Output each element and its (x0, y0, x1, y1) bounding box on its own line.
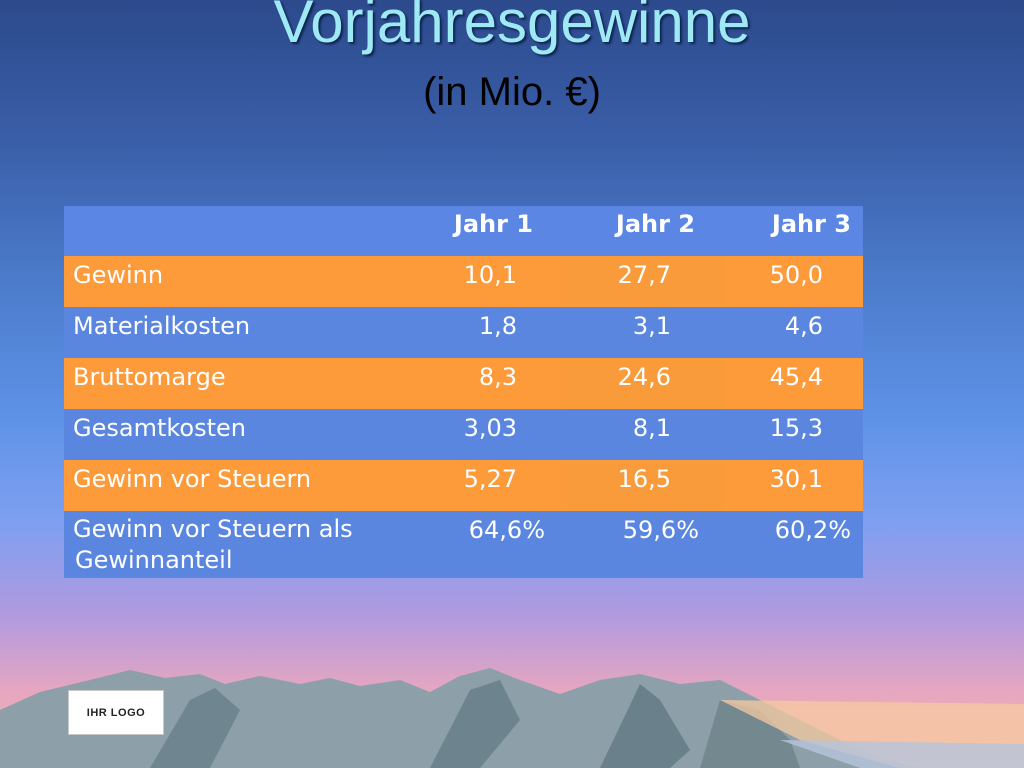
cell-value: 60,2% (774, 516, 851, 544)
cell-value: 15,3 (769, 414, 823, 442)
row-label: Materialkosten (73, 312, 251, 340)
company-logo-placeholder: IHR LOGO (68, 690, 164, 735)
cell-value: 59,6% (561, 511, 725, 578)
cell-value: 64,6% (468, 516, 545, 544)
cell-value: 3,1 (561, 307, 725, 358)
table-row: Gewinn vor Steuern 5,27 16,5 30,1 (64, 460, 863, 511)
row-label: Gewinn vor Steuern (73, 465, 312, 493)
table-row: Gewinn 10,1 27,7 50,0 (64, 256, 863, 307)
cell-value: 8,3 (478, 363, 517, 391)
cell-value: 5,27 (463, 465, 517, 493)
cell-value: 16,5 (561, 460, 725, 511)
cell-value: 8,1 (561, 409, 725, 460)
table-header-row: Jahr 1 Jahr 2 Jahr 3 (64, 206, 863, 256)
cell-value: 10,1 (463, 261, 517, 289)
cell-value: 27,7 (561, 256, 725, 307)
table-row: Gesamtkosten 3,03 8,1 15,3 (64, 409, 863, 460)
cell-value: 24,6 (561, 358, 725, 409)
cell-value: 45,4 (769, 363, 823, 391)
cell-value: 1,8 (478, 312, 517, 340)
header-jahr-3: Jahr 3 (771, 210, 851, 238)
mountain-range-illustration (0, 668, 1024, 768)
row-label-line-1: Gewinn vor Steuern als (73, 515, 353, 543)
row-label: Gesamtkosten (73, 414, 246, 442)
slide-subtitle: (in Mio. €) (423, 70, 601, 114)
cell-value: 4,6 (784, 312, 823, 340)
profit-table: Jahr 1 Jahr 2 Jahr 3 Gewinn 10,1 27,7 50… (64, 206, 863, 578)
row-label-line-2: Gewinnanteil (75, 546, 233, 574)
header-cell-empty (64, 206, 410, 256)
slide-title: Vorjahresgewinne (273, 0, 751, 55)
table-row: Materialkosten 1,8 3,1 4,6 (64, 307, 863, 358)
row-label: Gewinn (73, 261, 164, 289)
cell-value: 3,03 (463, 414, 517, 442)
header-jahr-2: Jahr 2 (615, 210, 695, 238)
cell-value: 30,1 (769, 465, 823, 493)
cell-value: 50,0 (769, 261, 823, 289)
table-row: Bruttomarge 8,3 24,6 45,4 (64, 358, 863, 409)
header-jahr-1: Jahr 1 (453, 210, 533, 238)
row-label: Bruttomarge (73, 363, 226, 391)
row-label: Gewinn vor Steuern als Gewinnanteil (64, 511, 410, 578)
table-row: Gewinn vor Steuern als Gewinnanteil 64,6%… (64, 511, 863, 578)
